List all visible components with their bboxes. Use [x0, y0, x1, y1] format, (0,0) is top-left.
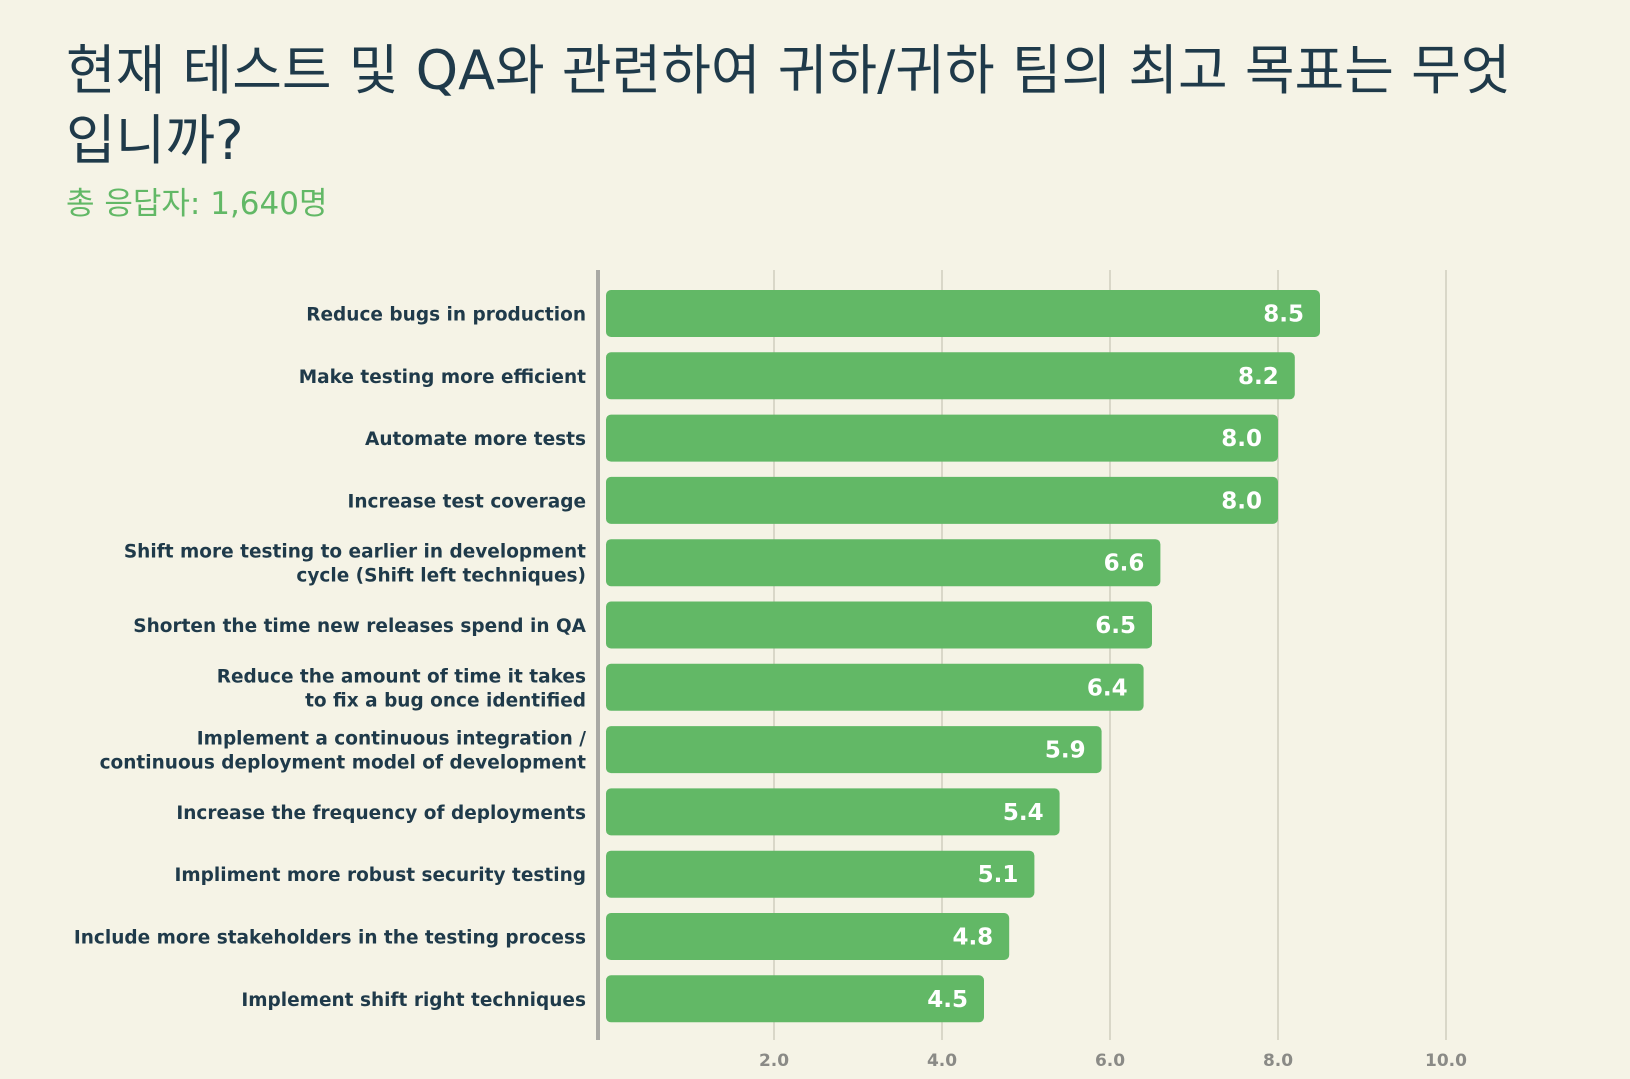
category-label-line: Reduce the amount of time it takes [217, 666, 586, 687]
category-label-line: Shorten the time new releases spend in Q… [133, 616, 586, 637]
bar [606, 414, 1278, 462]
category-label-line: Implement a continuous integration / [197, 729, 586, 750]
page-title: 현재 테스트 및 QA와 관련하여 귀하/귀하 팀의 최고 목표는 무엇입니까? [66, 39, 1511, 172]
bar-value-label: 6.4 [1087, 675, 1128, 701]
category-label-line: cycle (Shift left techniques) [296, 566, 586, 587]
bar-value-label: 8.5 [1263, 302, 1304, 328]
bar [606, 601, 1152, 649]
category-label-line: to fix a bug once identified [305, 690, 586, 711]
category-label-line: Include more stakeholders in the testing… [74, 928, 586, 949]
category-label: Automate more tests [365, 429, 586, 450]
category-label-line: Increase the frequency of deployments [176, 803, 586, 824]
x-tick-label: 8.0 [1263, 1051, 1293, 1071]
category-label: Include more stakeholders in the testing… [74, 928, 586, 949]
bar-value-label: 6.5 [1095, 613, 1136, 639]
x-tick-label: 4.0 [927, 1051, 957, 1071]
category-label: Make testing more efficient [299, 367, 586, 388]
category-label-line: Impliment more robust security testing [174, 865, 586, 886]
bar [606, 788, 1060, 836]
x-tick-label: 6.0 [1095, 1051, 1125, 1071]
respondent-count: 총 응답자: 1,640명 [66, 186, 328, 222]
category-label-line: Implement shift right techniques [241, 990, 586, 1011]
category-label: Reduce bugs in production [306, 305, 586, 326]
bar [606, 352, 1295, 400]
category-label: Increase the frequency of deployments [176, 803, 586, 824]
bar-value-label: 5.4 [1003, 800, 1044, 826]
x-tick-label: 10.0 [1425, 1051, 1467, 1071]
bar [606, 850, 1035, 898]
category-label-line: Reduce bugs in production [306, 305, 586, 326]
bar [606, 663, 1144, 711]
bar-value-label: 5.1 [978, 862, 1019, 888]
bar [606, 476, 1278, 524]
bar-value-label: 6.6 [1104, 551, 1145, 577]
category-label: Increase test coverage [347, 491, 586, 512]
bar-value-label: 4.5 [927, 987, 968, 1013]
bar [606, 913, 1010, 960]
category-label-line: continuous deployment model of developme… [100, 753, 587, 774]
bar-value-label: 5.9 [1045, 738, 1086, 764]
bar-value-label: 4.8 [952, 925, 993, 951]
bar [606, 290, 1320, 337]
category-label: Implement shift right techniques [241, 990, 586, 1011]
category-label-line: Make testing more efficient [299, 367, 586, 388]
bar [606, 539, 1161, 587]
category-label: Reduce the amount of time it takes to fix… [217, 666, 586, 711]
bar [606, 975, 984, 1023]
category-label: Shift more testing to earlier in develop… [124, 542, 586, 587]
category-label: Implement a continuous integration / cont… [100, 729, 587, 774]
category-label-line: Automate more tests [365, 429, 586, 450]
category-label-line: Shift more testing to earlier in develop… [124, 542, 586, 563]
bar-value-label: 8.0 [1221, 426, 1262, 452]
bar [606, 726, 1102, 774]
x-tick-label: 2.0 [759, 1051, 789, 1071]
category-label: Shorten the time new releases spend in Q… [133, 616, 586, 637]
category-label-line: Increase test coverage [347, 491, 586, 512]
bar-value-label: 8.2 [1238, 364, 1279, 390]
bar-value-label: 8.0 [1221, 488, 1262, 514]
category-label: Impliment more robust security testing [174, 865, 586, 886]
